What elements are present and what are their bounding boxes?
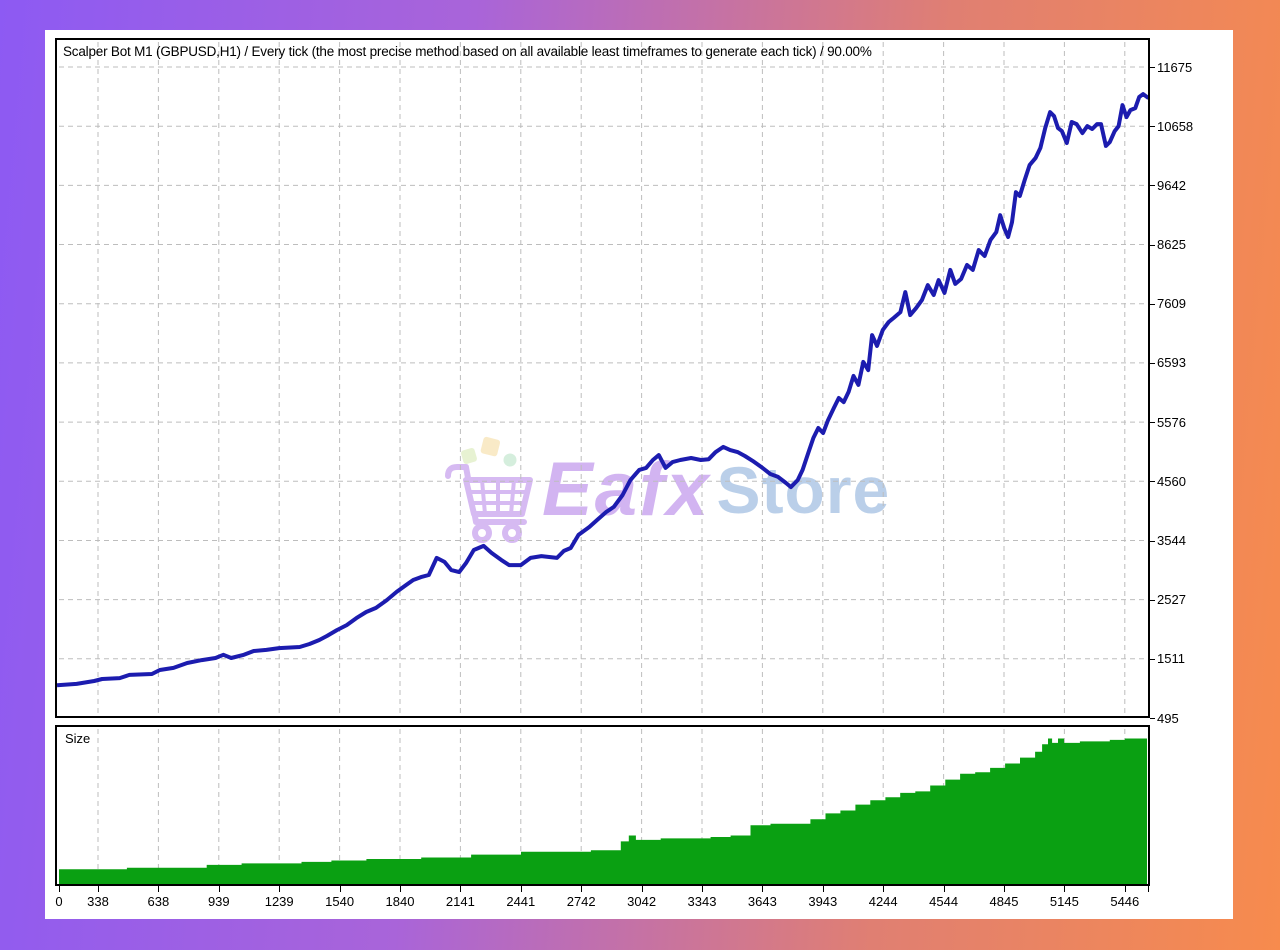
chart-title: Scalper Bot M1 (GBPUSD,H1) / Every tick …	[63, 44, 872, 59]
y-axis-label: 11675	[1157, 59, 1193, 75]
size-chart-label: Size	[65, 731, 91, 746]
x-axis-tick	[822, 886, 824, 892]
x-axis-label: 2742	[566, 894, 596, 909]
x-axis-label: 3643	[747, 894, 777, 909]
x-axis-tick	[59, 886, 60, 892]
x-axis-tick	[520, 886, 522, 892]
x-axis-label: 3042	[627, 894, 657, 909]
y-axis-label: 1511	[1157, 651, 1185, 667]
size-chart: Size	[55, 725, 1150, 886]
y-axis-tick	[1150, 67, 1155, 68]
x-axis-tick	[218, 886, 220, 892]
y-axis-tick	[1150, 599, 1155, 601]
x-axis-label: 2141	[445, 894, 475, 909]
x-axis-tick	[641, 886, 643, 892]
y-axis-label: 8625	[1157, 237, 1186, 252]
y-axis-label: 10658	[1157, 118, 1194, 134]
y-axis-label: 3544	[1157, 533, 1186, 548]
x-axis-label: 5446	[1110, 894, 1140, 909]
y-axis-label: 495	[1157, 710, 1179, 726]
y-axis-label: 6593	[1157, 355, 1186, 371]
x-axis-tick	[581, 886, 583, 892]
x-axis-tick	[98, 886, 99, 892]
y-axis-tick	[1150, 718, 1155, 719]
x-axis-tick	[702, 886, 703, 892]
y-axis-tick	[1150, 185, 1155, 187]
x-axis-label: 2441	[506, 894, 536, 909]
y-axis-tick	[1150, 540, 1155, 542]
x-axis-tick	[279, 886, 281, 892]
x-axis-label: 638	[147, 894, 170, 909]
balance-chart: Scalper Bot M1 (GBPUSD,H1) / Every tick …	[55, 38, 1150, 718]
x-axis-tick	[762, 886, 764, 892]
x-axis-label: 1239	[264, 894, 294, 909]
x-axis-label: 3943	[808, 894, 838, 909]
x-axis-label: 4244	[868, 894, 898, 909]
y-axis-label: 9642	[1157, 177, 1186, 193]
size-bars-plot	[59, 729, 1147, 884]
y-axis-label: 7609	[1157, 296, 1186, 312]
balance-curve-plot	[57, 42, 1148, 714]
y-axis-label: 2527	[1157, 592, 1186, 608]
y-axis-label: 5576	[1157, 414, 1186, 430]
y-axis-label: 4560	[1157, 473, 1186, 489]
x-axis-tick	[943, 886, 945, 892]
x-axis-tick	[1124, 886, 1126, 892]
y-axis-tick	[1150, 362, 1155, 364]
x-axis-tick	[1064, 886, 1066, 892]
x-axis-label: 5145	[1049, 894, 1079, 909]
y-axis-tick	[1150, 244, 1155, 246]
x-axis-label: 338	[87, 894, 109, 909]
x-axis-label: 1840	[385, 894, 415, 909]
y-axis-tick	[1150, 481, 1155, 483]
y-axis-tick	[1150, 658, 1155, 660]
x-axis-tick	[1148, 886, 1149, 892]
x-axis-label: 3343	[687, 894, 717, 909]
x-axis-label: 4845	[989, 894, 1019, 909]
x-axis-label: 0	[55, 894, 63, 909]
y-axis-tick	[1150, 126, 1155, 128]
x-axis-tick	[400, 886, 401, 892]
x-axis-tick	[883, 886, 885, 892]
report-panel: Scalper Bot M1 (GBPUSD,H1) / Every tick …	[45, 30, 1233, 919]
y-axis-tick	[1150, 422, 1155, 424]
x-axis-tick	[339, 886, 341, 892]
x-axis-label: 1540	[325, 894, 355, 909]
x-axis-tick	[460, 886, 462, 892]
x-axis-label: 939	[207, 894, 230, 909]
y-axis-tick	[1150, 303, 1155, 305]
x-axis-tick	[1004, 886, 1005, 892]
x-axis-tick	[158, 886, 160, 892]
x-axis-label: 4544	[929, 894, 959, 909]
